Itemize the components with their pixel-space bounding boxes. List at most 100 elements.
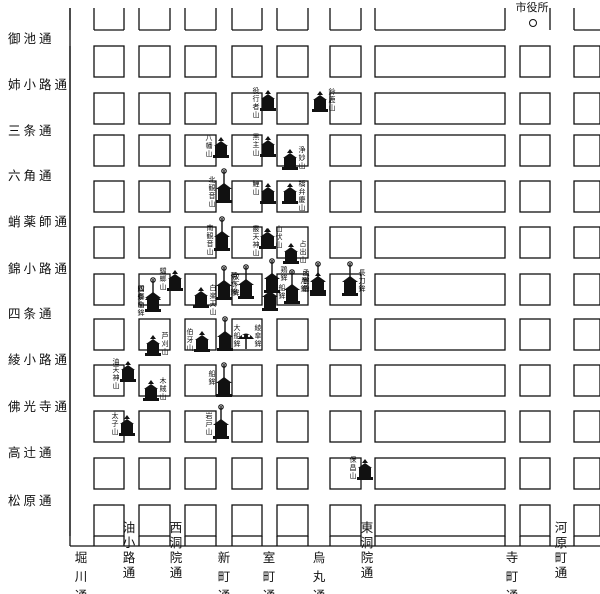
svg-text:通: 通 bbox=[555, 565, 568, 580]
city-block bbox=[573, 134, 600, 167]
svg-text:洞: 洞 bbox=[361, 535, 374, 550]
city-block bbox=[573, 273, 600, 306]
svg-text:鉾: 鉾 bbox=[279, 291, 286, 300]
city-block bbox=[374, 180, 506, 213]
svg-text:浄: 浄 bbox=[299, 145, 306, 154]
city-block bbox=[329, 134, 362, 167]
svg-text:山: 山 bbox=[303, 284, 310, 293]
float-ayagasa: 綾傘鉾 bbox=[238, 323, 262, 349]
float-label: 船鉾 bbox=[209, 369, 216, 386]
float-koi: 鯉山 bbox=[253, 179, 276, 204]
hoko-float-icon bbox=[216, 362, 232, 397]
yama-float-icon bbox=[167, 270, 183, 291]
street-label-takoyakushi: 蛸薬師通 bbox=[8, 214, 70, 229]
street-label-muromachi: 室町通 bbox=[263, 550, 276, 594]
svg-text:天: 天 bbox=[253, 233, 260, 241]
hoko-float-icon bbox=[216, 168, 232, 203]
svg-text:鈴: 鈴 bbox=[329, 87, 336, 96]
float-label: 伯牙山 bbox=[187, 327, 194, 352]
city-block bbox=[519, 457, 551, 490]
svg-text:橋: 橋 bbox=[299, 179, 306, 188]
svg-text:長: 長 bbox=[359, 269, 366, 277]
svg-text:黒: 黒 bbox=[253, 133, 260, 141]
svg-text:船: 船 bbox=[209, 369, 216, 378]
svg-text:楽: 楽 bbox=[210, 291, 217, 300]
yama-float-icon bbox=[357, 459, 373, 480]
float-mokuzoku: 木賊山 bbox=[143, 376, 167, 401]
city-block bbox=[184, 180, 217, 213]
svg-text:放: 放 bbox=[233, 272, 240, 281]
svg-text:東: 東 bbox=[361, 520, 374, 535]
float-label: 蟷螂山 bbox=[138, 284, 145, 309]
float-moso: 孟宗山 bbox=[303, 268, 326, 293]
svg-text:宗: 宗 bbox=[303, 276, 310, 285]
city-block bbox=[93, 504, 125, 537]
svg-text:戸: 戸 bbox=[206, 420, 213, 428]
city-block bbox=[138, 180, 171, 213]
city-block bbox=[573, 92, 600, 125]
hoko-float-icon bbox=[262, 276, 278, 311]
city-block bbox=[573, 180, 600, 213]
float-label: 放下鉾 bbox=[233, 272, 240, 297]
svg-text:山: 山 bbox=[253, 187, 260, 196]
svg-text:町: 町 bbox=[263, 569, 276, 584]
city-block bbox=[93, 318, 125, 351]
city-block bbox=[276, 457, 309, 490]
city-block bbox=[93, 134, 125, 167]
svg-text:孟: 孟 bbox=[303, 268, 310, 277]
svg-text:音: 音 bbox=[209, 191, 216, 200]
svg-text:占: 占 bbox=[300, 239, 307, 248]
svg-text:蟷: 蟷 bbox=[138, 284, 145, 293]
svg-text:蟷: 蟷 bbox=[160, 266, 167, 275]
city-block bbox=[276, 180, 309, 213]
svg-text:町: 町 bbox=[218, 569, 231, 584]
float-label: 山伏山 bbox=[276, 224, 283, 249]
svg-text:観: 観 bbox=[207, 231, 214, 240]
yama-float-icon bbox=[282, 149, 298, 170]
svg-text:傘: 傘 bbox=[138, 300, 145, 309]
svg-text:山: 山 bbox=[253, 148, 260, 157]
city-block bbox=[138, 134, 171, 167]
float-kikusui: 菊水鉾 bbox=[231, 264, 254, 299]
city-block bbox=[329, 410, 362, 443]
svg-text:岩: 岩 bbox=[206, 411, 213, 420]
city-block bbox=[93, 410, 125, 443]
svg-text:慶: 慶 bbox=[299, 195, 306, 204]
svg-text:八: 八 bbox=[206, 134, 213, 142]
svg-text:室: 室 bbox=[263, 550, 276, 565]
street-label-teramachi: 寺町通 bbox=[506, 550, 519, 594]
svg-text:鉾: 鉾 bbox=[301, 284, 308, 293]
city-block bbox=[519, 410, 551, 443]
float-naginata: 長刀鉾 bbox=[342, 261, 366, 296]
svg-text:通: 通 bbox=[361, 565, 374, 580]
city-block bbox=[374, 364, 506, 397]
city-block bbox=[138, 457, 171, 490]
svg-text:山: 山 bbox=[253, 248, 260, 257]
svg-text:下: 下 bbox=[233, 281, 240, 289]
city-block bbox=[329, 318, 362, 351]
svg-text:螂: 螂 bbox=[160, 274, 167, 283]
city-block bbox=[184, 504, 217, 537]
street-label-bukkoji: 佛光寺通 bbox=[8, 399, 70, 414]
north-south-street-labels: 堀川通油小路通西洞院通新町通室町通烏丸通東洞院通寺町通河原町通 bbox=[75, 520, 568, 594]
svg-text:鶏: 鶏 bbox=[281, 265, 288, 274]
svg-text:白: 白 bbox=[210, 283, 217, 292]
city-block bbox=[329, 364, 362, 397]
svg-text:丸: 丸 bbox=[313, 569, 326, 584]
svg-text:菊: 菊 bbox=[231, 271, 238, 280]
svg-text:者: 者 bbox=[253, 103, 260, 111]
float-kita_fune: 船鉾 bbox=[262, 276, 286, 311]
svg-text:鉾: 鉾 bbox=[234, 339, 241, 348]
city-block bbox=[329, 92, 362, 125]
city-hall-icon bbox=[529, 19, 537, 27]
float-hoka: 放下鉾 bbox=[216, 265, 240, 300]
svg-text:鉾: 鉾 bbox=[209, 377, 216, 386]
svg-text:主: 主 bbox=[253, 140, 260, 149]
svg-text:行: 行 bbox=[253, 94, 260, 103]
